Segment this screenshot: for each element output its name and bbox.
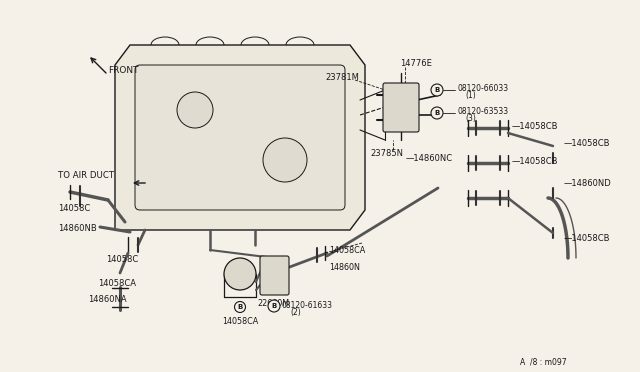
- Circle shape: [431, 107, 443, 119]
- FancyBboxPatch shape: [260, 256, 289, 295]
- FancyBboxPatch shape: [383, 83, 419, 132]
- Circle shape: [263, 138, 307, 182]
- Circle shape: [234, 301, 246, 312]
- Circle shape: [268, 300, 280, 312]
- Text: 14860N: 14860N: [329, 263, 360, 273]
- Text: 14860NB: 14860NB: [58, 224, 97, 232]
- Text: —14058CB: —14058CB: [512, 157, 559, 166]
- Text: B: B: [435, 110, 440, 116]
- Text: 08120-61633: 08120-61633: [282, 301, 333, 311]
- Text: 14058CA: 14058CA: [98, 279, 136, 288]
- Text: 14776E: 14776E: [400, 58, 432, 67]
- Text: 14860NA: 14860NA: [88, 295, 127, 305]
- Text: 14058C: 14058C: [58, 203, 90, 212]
- Text: 14058CA: 14058CA: [329, 246, 365, 254]
- Text: 08120-63533: 08120-63533: [457, 106, 508, 115]
- Text: 23781M: 23781M: [325, 73, 359, 81]
- Text: 14058CA: 14058CA: [222, 317, 259, 327]
- Text: B: B: [435, 87, 440, 93]
- Text: 14058C: 14058C: [106, 256, 138, 264]
- Text: FRONT: FRONT: [108, 65, 138, 74]
- Text: (3): (3): [465, 113, 476, 122]
- Text: (1): (1): [465, 90, 476, 99]
- Text: —14058CB: —14058CB: [564, 138, 611, 148]
- Text: —14058CB: —14058CB: [512, 122, 559, 131]
- Circle shape: [224, 258, 256, 290]
- Polygon shape: [115, 45, 365, 230]
- Text: 08120-66033: 08120-66033: [457, 83, 508, 93]
- Text: (2): (2): [290, 308, 301, 317]
- Text: B: B: [271, 303, 276, 309]
- Text: —14860ND: —14860ND: [564, 179, 612, 187]
- Text: A  /8 : m097: A /8 : m097: [520, 357, 566, 366]
- Text: —14860NC: —14860NC: [406, 154, 453, 163]
- Text: TO AIR DUCT: TO AIR DUCT: [58, 170, 114, 180]
- Circle shape: [431, 84, 443, 96]
- Text: 22660M: 22660M: [257, 298, 289, 308]
- FancyBboxPatch shape: [135, 65, 345, 210]
- Circle shape: [177, 92, 213, 128]
- Text: —14058CB: —14058CB: [564, 234, 611, 243]
- Text: 23785N: 23785N: [370, 148, 403, 157]
- Text: B: B: [237, 304, 243, 310]
